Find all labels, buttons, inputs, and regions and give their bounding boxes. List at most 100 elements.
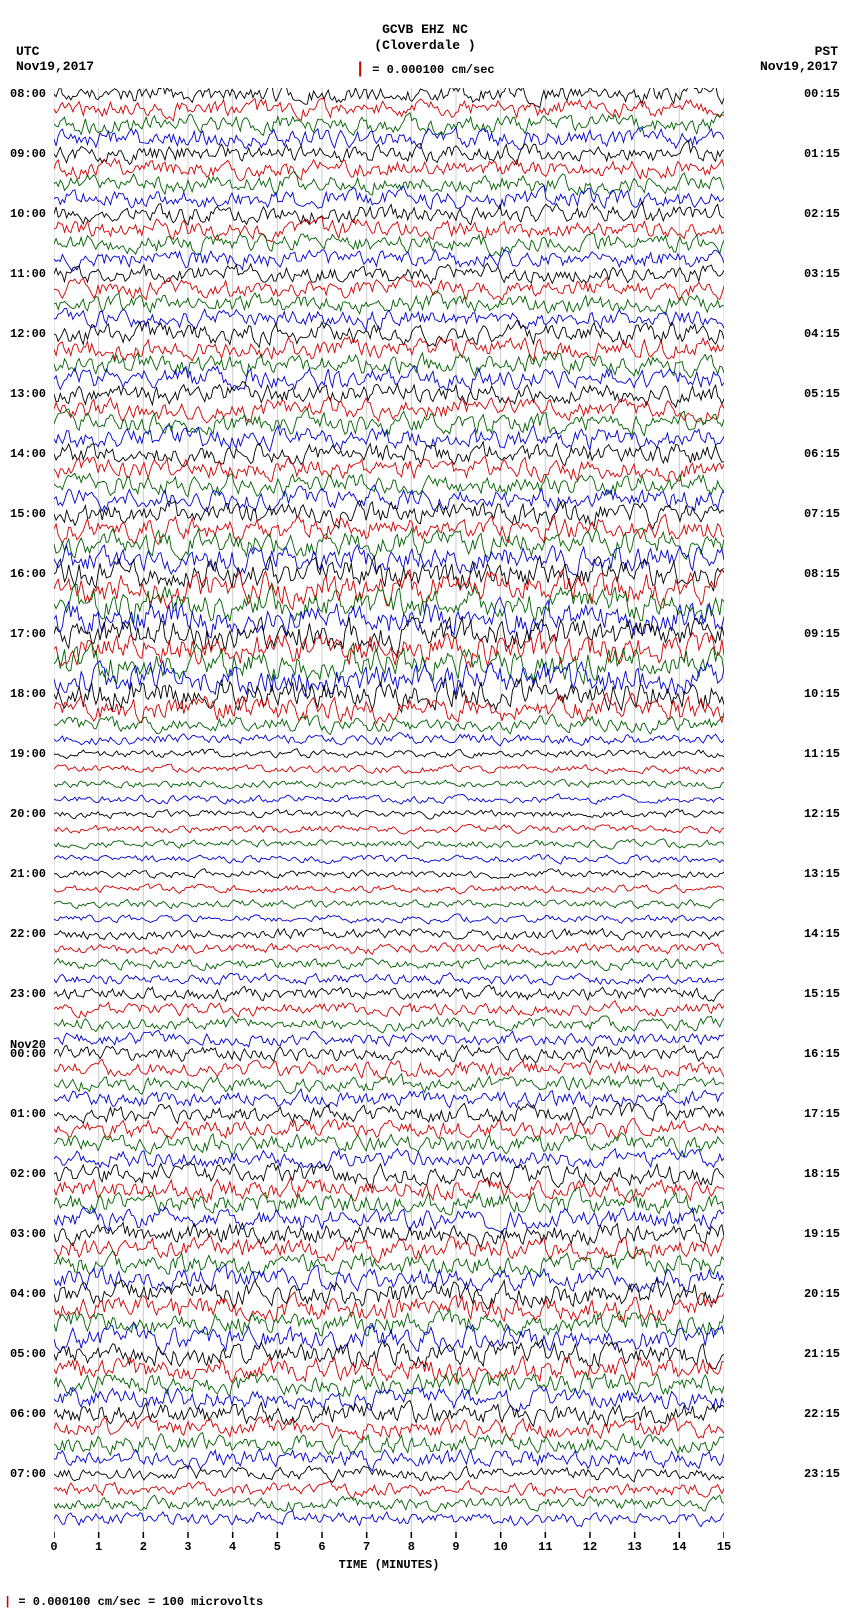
hour-label-right: 07:15 bbox=[804, 507, 840, 521]
hour-label-left: 16:00 bbox=[10, 567, 46, 581]
trace-row bbox=[54, 1511, 724, 1527]
hour-label-right: 16:15 bbox=[804, 1047, 840, 1061]
trace-row bbox=[54, 473, 724, 497]
hour-label-left: 02:00 bbox=[10, 1167, 46, 1181]
trace-row bbox=[54, 1149, 724, 1169]
hour-label-right: 05:15 bbox=[804, 387, 840, 401]
footer-scale: | = 0.000100 cm/sec = 100 microvolts bbox=[4, 1595, 263, 1609]
x-tick: 7 bbox=[352, 1540, 382, 1554]
trace-row bbox=[54, 899, 724, 909]
hour-label-left: 07:00 bbox=[10, 1467, 46, 1481]
trace-row bbox=[54, 1162, 724, 1188]
trace-row bbox=[54, 1250, 724, 1277]
hour-label-right: 13:15 bbox=[804, 867, 840, 881]
hour-label-right: 11:15 bbox=[804, 747, 840, 761]
x-tick: 4 bbox=[218, 1540, 248, 1554]
trace-row bbox=[54, 233, 724, 256]
x-axis-label: TIME (MINUTES) bbox=[54, 1558, 724, 1572]
hour-label-left: 15:00 bbox=[10, 507, 46, 521]
trace-row bbox=[54, 159, 724, 181]
trace-row bbox=[54, 250, 724, 271]
hour-label-left: 20:00 bbox=[10, 807, 46, 821]
trace-row bbox=[54, 1133, 724, 1157]
trace-row bbox=[54, 714, 724, 734]
x-tick: 9 bbox=[441, 1540, 471, 1554]
trace-row bbox=[54, 1118, 724, 1139]
hour-label-left: 17:00 bbox=[10, 627, 46, 641]
trace-row bbox=[54, 1030, 724, 1047]
hour-label-right: 12:15 bbox=[804, 807, 840, 821]
trace-row bbox=[54, 442, 724, 467]
trace-row bbox=[54, 985, 724, 1001]
scale-text: = 0.000100 cm/sec bbox=[372, 63, 494, 77]
x-tick: 11 bbox=[530, 1540, 560, 1554]
station-header: GCVB EHZ NC (Cloverdale ) bbox=[0, 22, 850, 53]
x-tick: 6 bbox=[307, 1540, 337, 1554]
trace-row bbox=[54, 884, 724, 894]
trace-row bbox=[54, 1495, 724, 1512]
hour-label-right: 01:15 bbox=[804, 147, 840, 161]
trace-row bbox=[54, 914, 724, 924]
hour-label-left: 09:00 bbox=[10, 147, 46, 161]
hour-label-right: 08:15 bbox=[804, 567, 840, 581]
trace-row bbox=[54, 824, 724, 834]
hour-label-right: 02:15 bbox=[804, 207, 840, 221]
hour-label-left: 19:00 bbox=[10, 747, 46, 761]
x-tick: 10 bbox=[486, 1540, 516, 1554]
hour-label-left: 00:00 bbox=[10, 1047, 46, 1061]
trace-row bbox=[54, 202, 724, 225]
trace-row bbox=[54, 780, 724, 790]
station-code: GCVB EHZ NC bbox=[0, 22, 850, 38]
trace-row bbox=[54, 764, 724, 774]
trace-row bbox=[54, 1001, 724, 1018]
hour-label-left: 12:00 bbox=[10, 327, 46, 341]
trace-row bbox=[54, 869, 724, 879]
hour-label-right: 19:15 bbox=[804, 1227, 840, 1241]
trace-row bbox=[54, 928, 724, 940]
x-tick: 13 bbox=[620, 1540, 650, 1554]
trace-row bbox=[54, 809, 724, 819]
hour-label-right: 14:15 bbox=[804, 927, 840, 941]
trace-row bbox=[54, 1292, 724, 1322]
trace-row bbox=[54, 382, 724, 408]
trace-row bbox=[54, 839, 724, 850]
trace-row bbox=[54, 1340, 724, 1370]
trace-row bbox=[54, 1449, 724, 1471]
hour-label-right: 18:15 bbox=[804, 1167, 840, 1181]
x-tick: 12 bbox=[575, 1540, 605, 1554]
x-tick: 0 bbox=[39, 1540, 69, 1554]
trace-row bbox=[54, 733, 724, 746]
hour-label-left: 05:00 bbox=[10, 1347, 46, 1361]
x-axis: TIME (MINUTES) 0123456789101112131415 bbox=[54, 1540, 724, 1580]
trace-row bbox=[54, 958, 724, 970]
trace-row bbox=[54, 794, 724, 805]
trace-row bbox=[54, 854, 724, 864]
hour-label-left: 10:00 bbox=[10, 207, 46, 221]
trace-row bbox=[54, 1045, 724, 1063]
hour-label-right: 06:15 bbox=[804, 447, 840, 461]
trace-row bbox=[54, 584, 724, 624]
hour-label-left: 23:00 bbox=[10, 987, 46, 1001]
trace-row bbox=[54, 263, 724, 283]
trace-row bbox=[54, 749, 724, 759]
trace-row bbox=[54, 1074, 724, 1095]
trace-row bbox=[54, 397, 724, 424]
hour-label-right: 04:15 bbox=[804, 327, 840, 341]
hour-label-left: 18:00 bbox=[10, 687, 46, 701]
hour-label-right: 20:15 bbox=[804, 1287, 840, 1301]
trace-row bbox=[54, 186, 724, 210]
trace-row bbox=[54, 352, 724, 377]
x-tick: 2 bbox=[128, 1540, 158, 1554]
hour-label-right: 15:15 bbox=[804, 987, 840, 1001]
trace-row bbox=[54, 973, 724, 985]
hour-label-left: 04:00 bbox=[10, 1287, 46, 1301]
x-tick: 8 bbox=[396, 1540, 426, 1554]
hour-label-right: 03:15 bbox=[804, 267, 840, 281]
station-name: (Cloverdale ) bbox=[0, 38, 850, 54]
trace-row bbox=[54, 1016, 724, 1033]
x-tick: 5 bbox=[262, 1540, 292, 1554]
hour-label-left: 06:00 bbox=[10, 1407, 46, 1421]
trace-row bbox=[54, 1387, 724, 1412]
x-tick: 3 bbox=[173, 1540, 203, 1554]
hour-label-right: 23:15 bbox=[804, 1467, 840, 1481]
